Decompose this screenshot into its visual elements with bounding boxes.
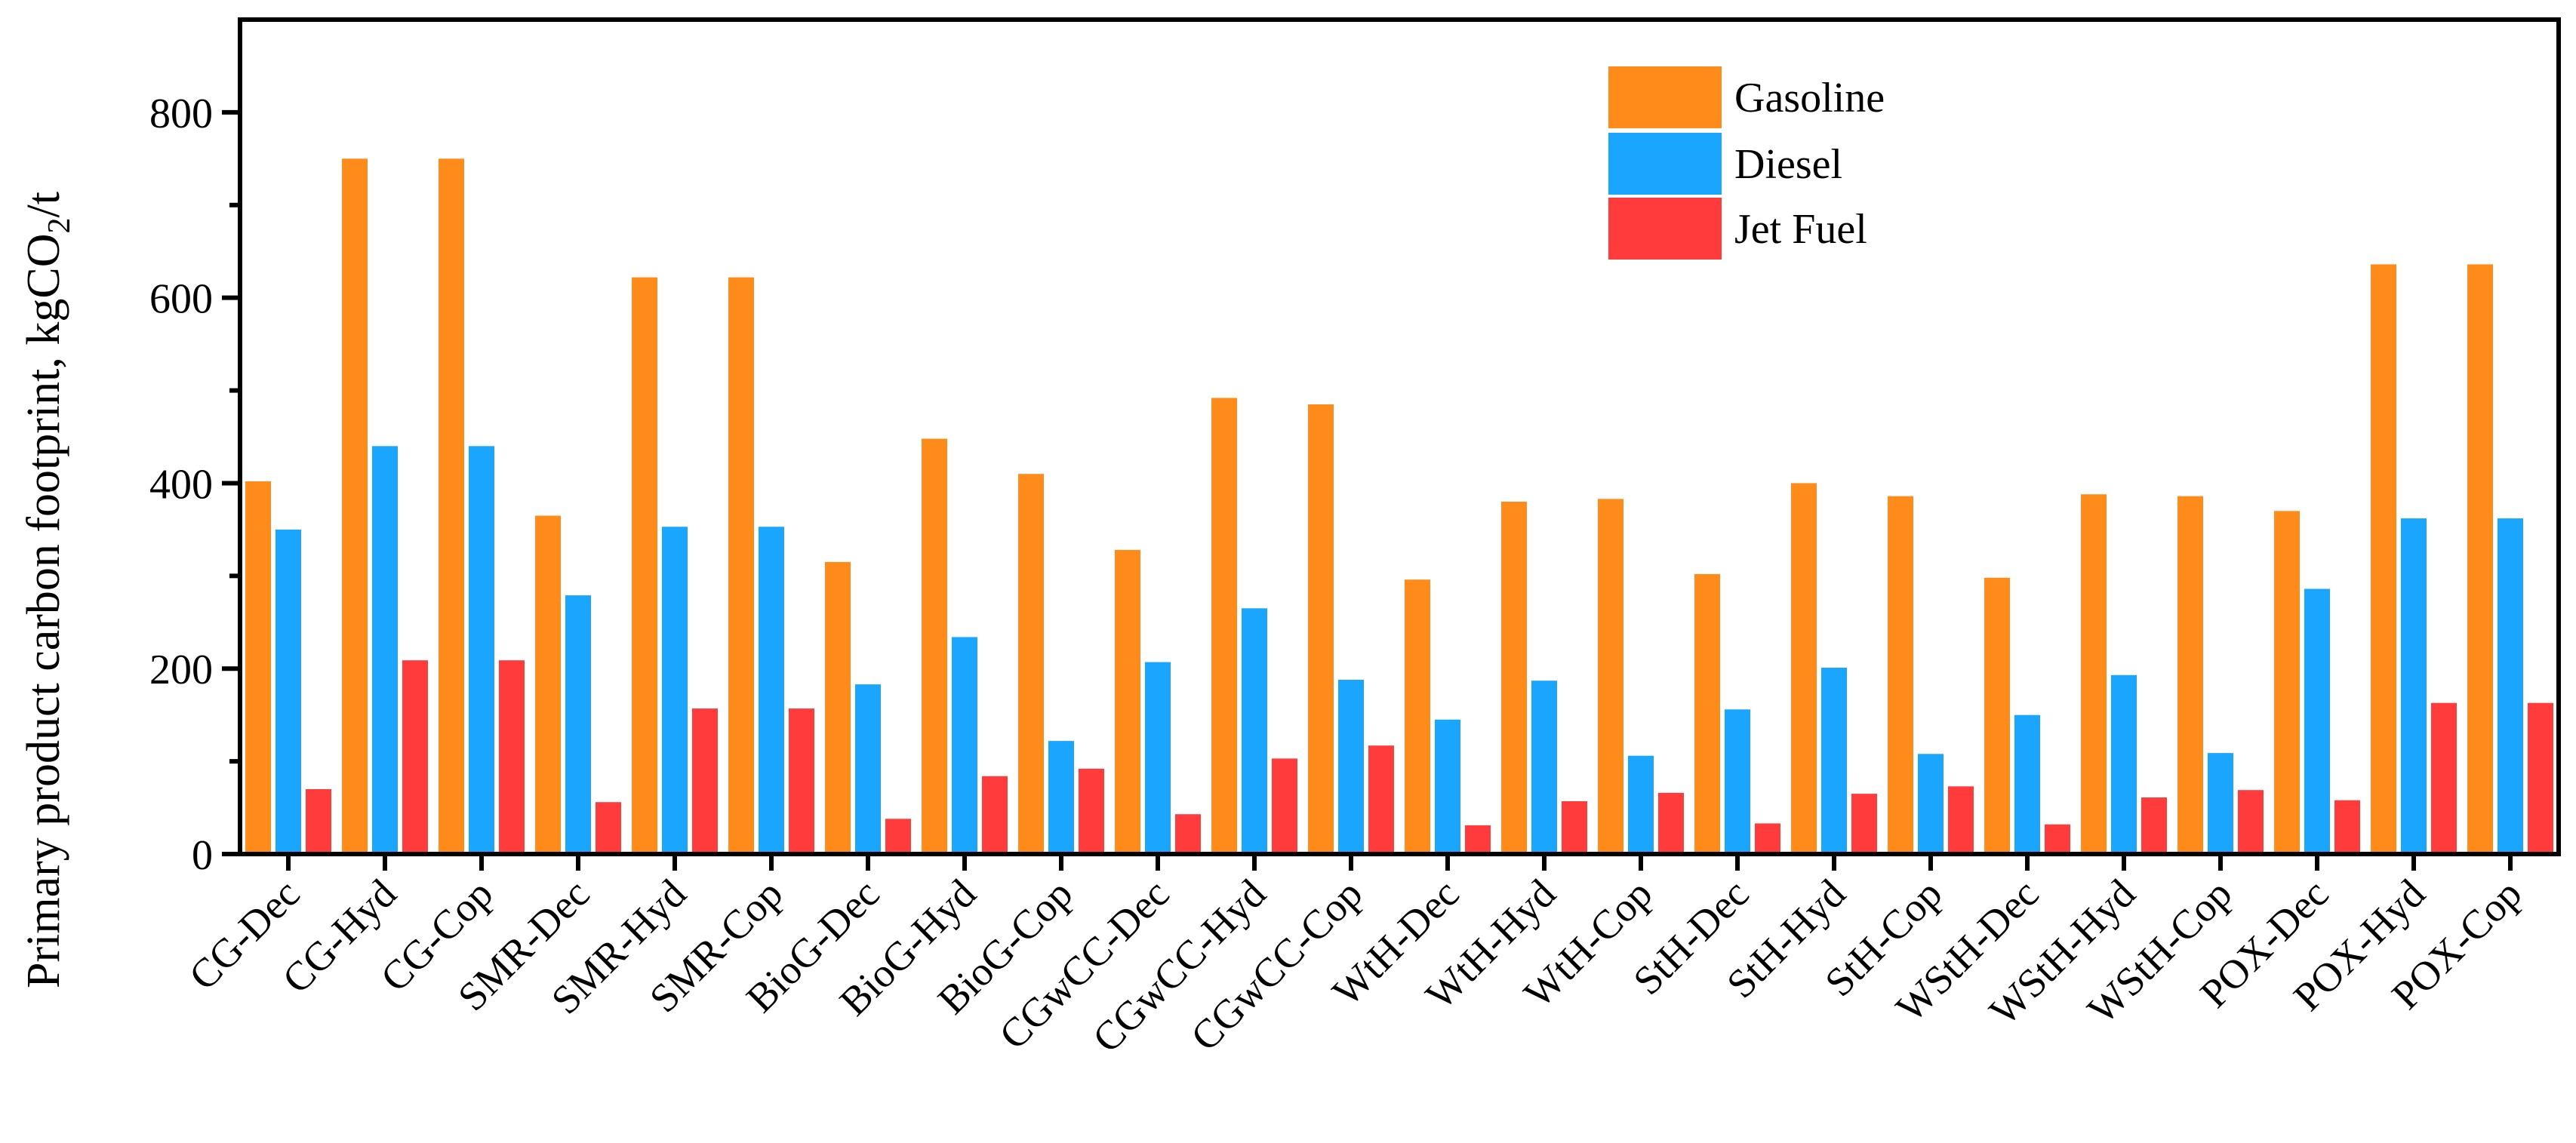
bar-cgwcc-hyd-diesel [1242, 608, 1267, 854]
bar-wsth-cop-jet-fuel [2238, 790, 2264, 854]
bar-cg-dec-diesel [275, 529, 301, 854]
bar-smr-cop-diesel [759, 527, 784, 854]
legend-label-diesel: Diesel [1734, 141, 1842, 188]
bar-cgwcc-cop-jet-fuel [1368, 745, 1394, 854]
bar-sth-cop-gasoline [1888, 496, 1913, 854]
bar-wsth-hyd-diesel [2111, 674, 2137, 854]
y-axis-title-subscript: 2 [42, 218, 77, 234]
bar-biog-dec-diesel [855, 684, 881, 854]
bar-pox-hyd-diesel [2401, 518, 2427, 854]
bar-pox-dec-gasoline [2274, 511, 2300, 854]
y-axis-title-suffix: /t [18, 192, 69, 217]
bar-wth-cop-gasoline [1598, 499, 1623, 854]
bar-sth-dec-gasoline [1694, 573, 1720, 854]
bar-biog-cop-diesel [1048, 741, 1074, 854]
bar-sth-hyd-gasoline [1791, 483, 1817, 854]
bar-wth-cop-diesel [1628, 755, 1654, 854]
bar-biog-hyd-diesel [952, 637, 977, 854]
bar-biog-dec-jet-fuel [885, 819, 911, 854]
y-tick-label: 400 [149, 461, 213, 508]
y-tick-label: 600 [149, 276, 213, 323]
y-axis-title: Primary product carbon footprint, kgCO2/… [18, 192, 77, 988]
bar-smr-cop-gasoline [728, 277, 754, 855]
bar-wsth-hyd-jet-fuel [2141, 797, 2167, 854]
legend: Gasoline Diesel Jet Fuel [1608, 66, 1885, 260]
bar-pox-cop-gasoline [2467, 264, 2493, 854]
bar-wth-dec-diesel [1435, 719, 1460, 854]
bar-wsth-cop-gasoline [2177, 496, 2203, 854]
bar-wsth-cop-diesel [2208, 753, 2233, 854]
bar-biog-hyd-jet-fuel [982, 776, 1008, 854]
bar-cgwcc-cop-diesel [1338, 680, 1364, 854]
bar-sth-cop-jet-fuel [1948, 786, 1974, 854]
bar-smr-cop-jet-fuel [789, 708, 814, 854]
bar-sth-cop-diesel [1918, 754, 1944, 854]
bar-cg-hyd-diesel [372, 446, 398, 854]
bar-cgwcc-dec-jet-fuel [1175, 814, 1201, 854]
bar-biog-dec-gasoline [825, 561, 851, 854]
bar-pox-cop-jet-fuel [2528, 702, 2553, 854]
legend-label-gasoline: Gasoline [1734, 75, 1885, 121]
bar-smr-dec-diesel [565, 595, 591, 854]
bar-cg-hyd-gasoline [342, 158, 368, 855]
y-axis: 0 200 400 600 800 [149, 91, 240, 879]
bar-cgwcc-cop-gasoline [1308, 404, 1334, 854]
y-tick-label: 0 [192, 832, 213, 879]
bar-pox-dec-diesel [2304, 588, 2330, 854]
bar-smr-hyd-jet-fuel [692, 708, 718, 854]
bar-biog-cop-jet-fuel [1079, 768, 1104, 854]
y-axis-title-main: Primary product carbon footprint, kgCO [18, 234, 69, 988]
bar-sth-hyd-diesel [1821, 668, 1847, 854]
bar-cgwcc-dec-gasoline [1115, 549, 1140, 854]
y-tick-label: 800 [149, 91, 213, 137]
bars-layer [245, 158, 2553, 855]
bar-sth-dec-diesel [1725, 709, 1750, 854]
bar-biog-hyd-gasoline [922, 438, 947, 854]
bar-wth-hyd-diesel [1531, 681, 1557, 854]
plot-frame [238, 17, 2561, 856]
bar-biog-cop-gasoline [1018, 474, 1044, 854]
bar-wth-cop-jet-fuel [1658, 792, 1684, 854]
bar-wsth-dec-diesel [2014, 714, 2040, 854]
bar-wth-hyd-jet-fuel [1562, 801, 1587, 854]
y-tick-label: 200 [149, 647, 213, 693]
bar-cg-cop-diesel [469, 446, 494, 854]
bar-cg-cop-gasoline [439, 158, 464, 855]
bar-wsth-hyd-gasoline [2081, 494, 2107, 854]
bar-sth-hyd-jet-fuel [1851, 794, 1877, 854]
bar-sth-dec-jet-fuel [1755, 823, 1780, 854]
bar-cg-dec-jet-fuel [306, 789, 331, 854]
bar-wth-dec-gasoline [1405, 579, 1430, 854]
bar-wth-hyd-gasoline [1501, 502, 1527, 854]
bar-cgwcc-hyd-jet-fuel [1272, 758, 1297, 854]
bar-wsth-dec-gasoline [1984, 577, 2010, 854]
bar-cg-dec-gasoline [245, 481, 271, 854]
bar-cgwcc-hyd-gasoline [1211, 398, 1237, 854]
bar-cg-hyd-jet-fuel [402, 660, 428, 854]
bar-pox-dec-jet-fuel [2334, 800, 2360, 854]
bar-wth-dec-jet-fuel [1465, 825, 1491, 854]
legend-label-jet-fuel: Jet Fuel [1734, 206, 1867, 253]
bar-wsth-dec-jet-fuel [2045, 824, 2070, 854]
bar-cgwcc-dec-diesel [1145, 662, 1171, 854]
legend-swatch-jet-fuel [1608, 198, 1722, 260]
legend-swatch-diesel [1608, 133, 1722, 195]
bar-pox-hyd-gasoline [2371, 264, 2396, 854]
bar-cg-cop-jet-fuel [499, 660, 525, 854]
bar-smr-dec-jet-fuel [596, 802, 621, 854]
bar-smr-hyd-diesel [662, 527, 688, 854]
bar-pox-cop-diesel [2498, 518, 2523, 854]
bar-smr-hyd-gasoline [632, 277, 657, 855]
bar-pox-hyd-jet-fuel [2431, 702, 2457, 854]
bar-smr-dec-gasoline [535, 515, 561, 854]
legend-swatch-gasoline [1608, 66, 1722, 128]
